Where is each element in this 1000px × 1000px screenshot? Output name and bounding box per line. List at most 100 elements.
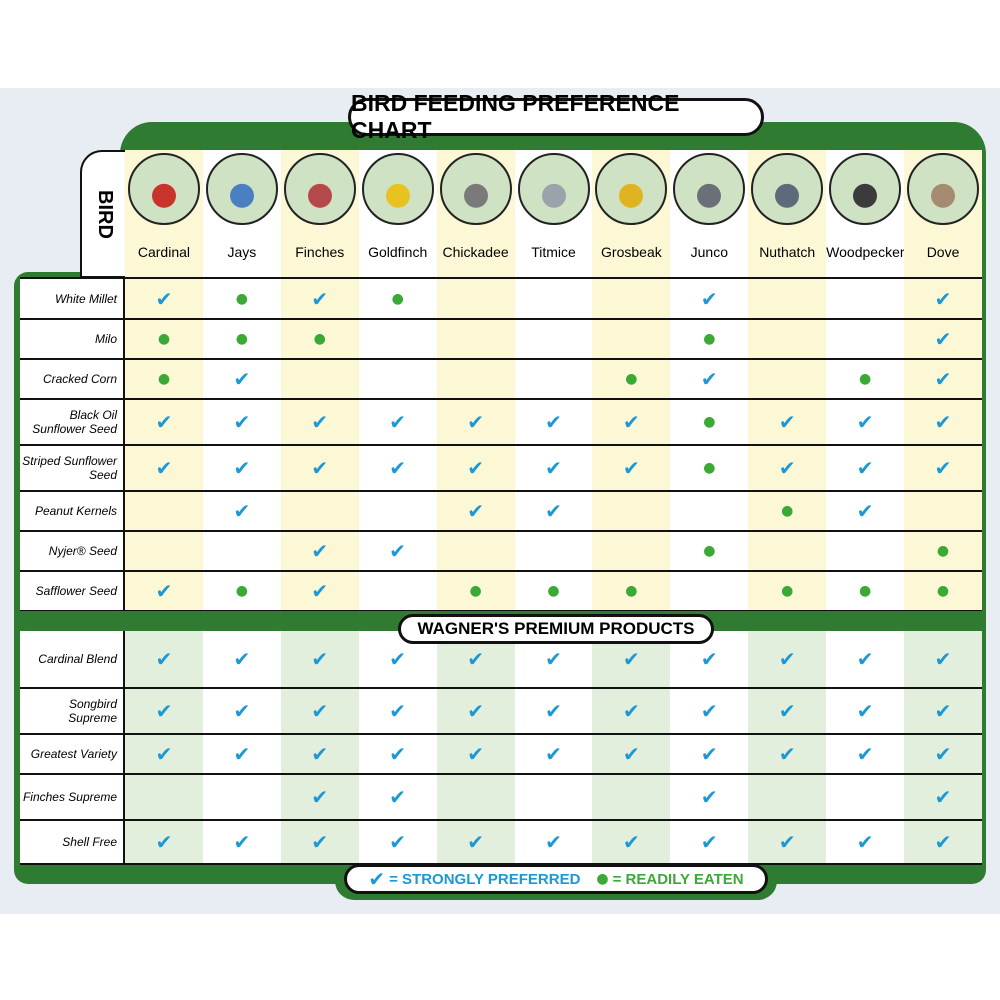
- cell-mark: ✔: [700, 287, 718, 311]
- row-label: Nyjer® Seed: [48, 544, 117, 558]
- cell-mark: ✔: [778, 742, 796, 766]
- cell-mark: ✔: [856, 499, 874, 523]
- cell-mark: ●: [625, 583, 638, 599]
- cell-mark: ●: [547, 583, 560, 599]
- cell-mark: ✔: [778, 456, 796, 480]
- bird-image: [439, 153, 512, 225]
- bird-name: Nuthatch: [759, 244, 816, 260]
- row-line: [20, 490, 982, 492]
- cell-mark: ✔: [233, 742, 251, 766]
- row-line: [20, 358, 982, 360]
- row-label: White Millet: [54, 292, 117, 306]
- bird-image: [127, 153, 200, 225]
- cell-mark: ✔: [700, 367, 718, 391]
- cell-mark: ✔: [155, 699, 173, 723]
- cell-mark: ✔: [545, 699, 562, 723]
- cell-mark: ✔: [389, 456, 407, 480]
- cell-mark: ●: [391, 291, 404, 307]
- cell-mark: ●: [936, 543, 950, 559]
- column-bg: [748, 630, 827, 864]
- bird-image: [517, 153, 590, 225]
- cell-mark: ✔: [700, 699, 718, 723]
- cell-mark: ✔: [623, 456, 640, 480]
- cell-mark: ●: [859, 583, 872, 599]
- cell-mark: ✔: [700, 785, 718, 809]
- cell-mark: ✔: [311, 830, 329, 854]
- cell-mark: ✔: [311, 410, 329, 434]
- cell-mark: ✔: [389, 410, 407, 434]
- cell-mark: ✔: [778, 410, 796, 434]
- cell-mark: ●: [235, 331, 248, 347]
- divider: [123, 630, 125, 864]
- cell-mark: ✔: [233, 699, 251, 723]
- cell-mark: ✔: [467, 742, 484, 766]
- row-line: [20, 570, 982, 572]
- row-line: [20, 530, 982, 532]
- legend-readily-label: = READILY EATEN: [612, 870, 744, 888]
- column-bg: [904, 630, 982, 864]
- legend-strong-label: = STRONGLY PREFERRED: [389, 870, 581, 888]
- bird-name: Junco: [690, 244, 728, 260]
- title: BIRD FEEDING PREFERENCE CHART: [348, 90, 764, 143]
- row-line: [20, 398, 982, 400]
- cell-mark: ✔: [856, 456, 874, 480]
- cell-mark: ✔: [155, 410, 173, 434]
- cell-mark: ●: [313, 331, 326, 347]
- cell-mark: ✔: [934, 456, 952, 480]
- legend-strong-symbol: ✔: [368, 867, 386, 891]
- cell-mark: ✔: [311, 287, 329, 311]
- cell-mark: ✔: [467, 456, 484, 480]
- cell-mark: ✔: [467, 410, 484, 434]
- legend-readily-symbol: ●: [596, 871, 609, 887]
- cell-mark: ✔: [856, 830, 874, 854]
- cell-mark: ●: [781, 503, 794, 519]
- cell-mark: ✔: [545, 830, 562, 854]
- cell-mark: ✔: [623, 699, 640, 723]
- cell-mark: ✔: [934, 410, 952, 434]
- cell-mark: ✔: [311, 539, 329, 563]
- column-bg: [592, 630, 671, 864]
- cell-mark: ✔: [467, 699, 484, 723]
- column-bg: [125, 630, 203, 864]
- bird-image: [595, 153, 668, 225]
- bird-image: [829, 153, 902, 225]
- cell-mark: ✔: [934, 830, 952, 854]
- cell-mark: ✔: [155, 579, 173, 603]
- cell-mark: ✔: [934, 327, 952, 351]
- row-line: [20, 819, 982, 821]
- row-label: Greatest Variety: [30, 747, 117, 761]
- cell-mark: ✔: [233, 410, 251, 434]
- row-label: Cardinal Blend: [38, 652, 117, 666]
- bird-name: Dove: [926, 244, 960, 260]
- cell-mark: ●: [157, 371, 171, 387]
- cell-mark: ✔: [155, 742, 173, 766]
- cell-mark: ✔: [623, 410, 640, 434]
- cell-mark: ✔: [778, 830, 796, 854]
- cell-mark: ●: [235, 291, 248, 307]
- column-bg: [436, 630, 515, 864]
- cell-mark: ✔: [467, 499, 484, 523]
- cell-mark: ✔: [545, 742, 562, 766]
- column-bg: [280, 630, 359, 864]
- cell-mark: ✔: [778, 647, 796, 671]
- bird-name: Titmice: [531, 244, 576, 260]
- cell-mark: ✔: [467, 647, 484, 671]
- cell-mark: ✔: [389, 742, 407, 766]
- cell-mark: ●: [469, 583, 482, 599]
- cell-mark: ●: [703, 414, 716, 430]
- cell-mark: ✔: [934, 742, 952, 766]
- bird-name: Finches: [295, 244, 345, 260]
- cell-mark: ✔: [389, 539, 407, 563]
- cell-mark: ✔: [856, 699, 874, 723]
- cell-mark: ✔: [700, 742, 718, 766]
- cell-mark: ✔: [389, 830, 407, 854]
- cell-mark: ✔: [856, 647, 874, 671]
- cell-mark: ✔: [389, 699, 407, 723]
- bird-name: Chickadee: [442, 244, 509, 260]
- cell-mark: ✔: [623, 647, 640, 671]
- bird-name: Cardinal: [137, 244, 191, 260]
- cell-mark: ✔: [155, 830, 173, 854]
- row-line: [20, 444, 982, 446]
- row-label: Striped Sunflower Seed: [22, 454, 117, 482]
